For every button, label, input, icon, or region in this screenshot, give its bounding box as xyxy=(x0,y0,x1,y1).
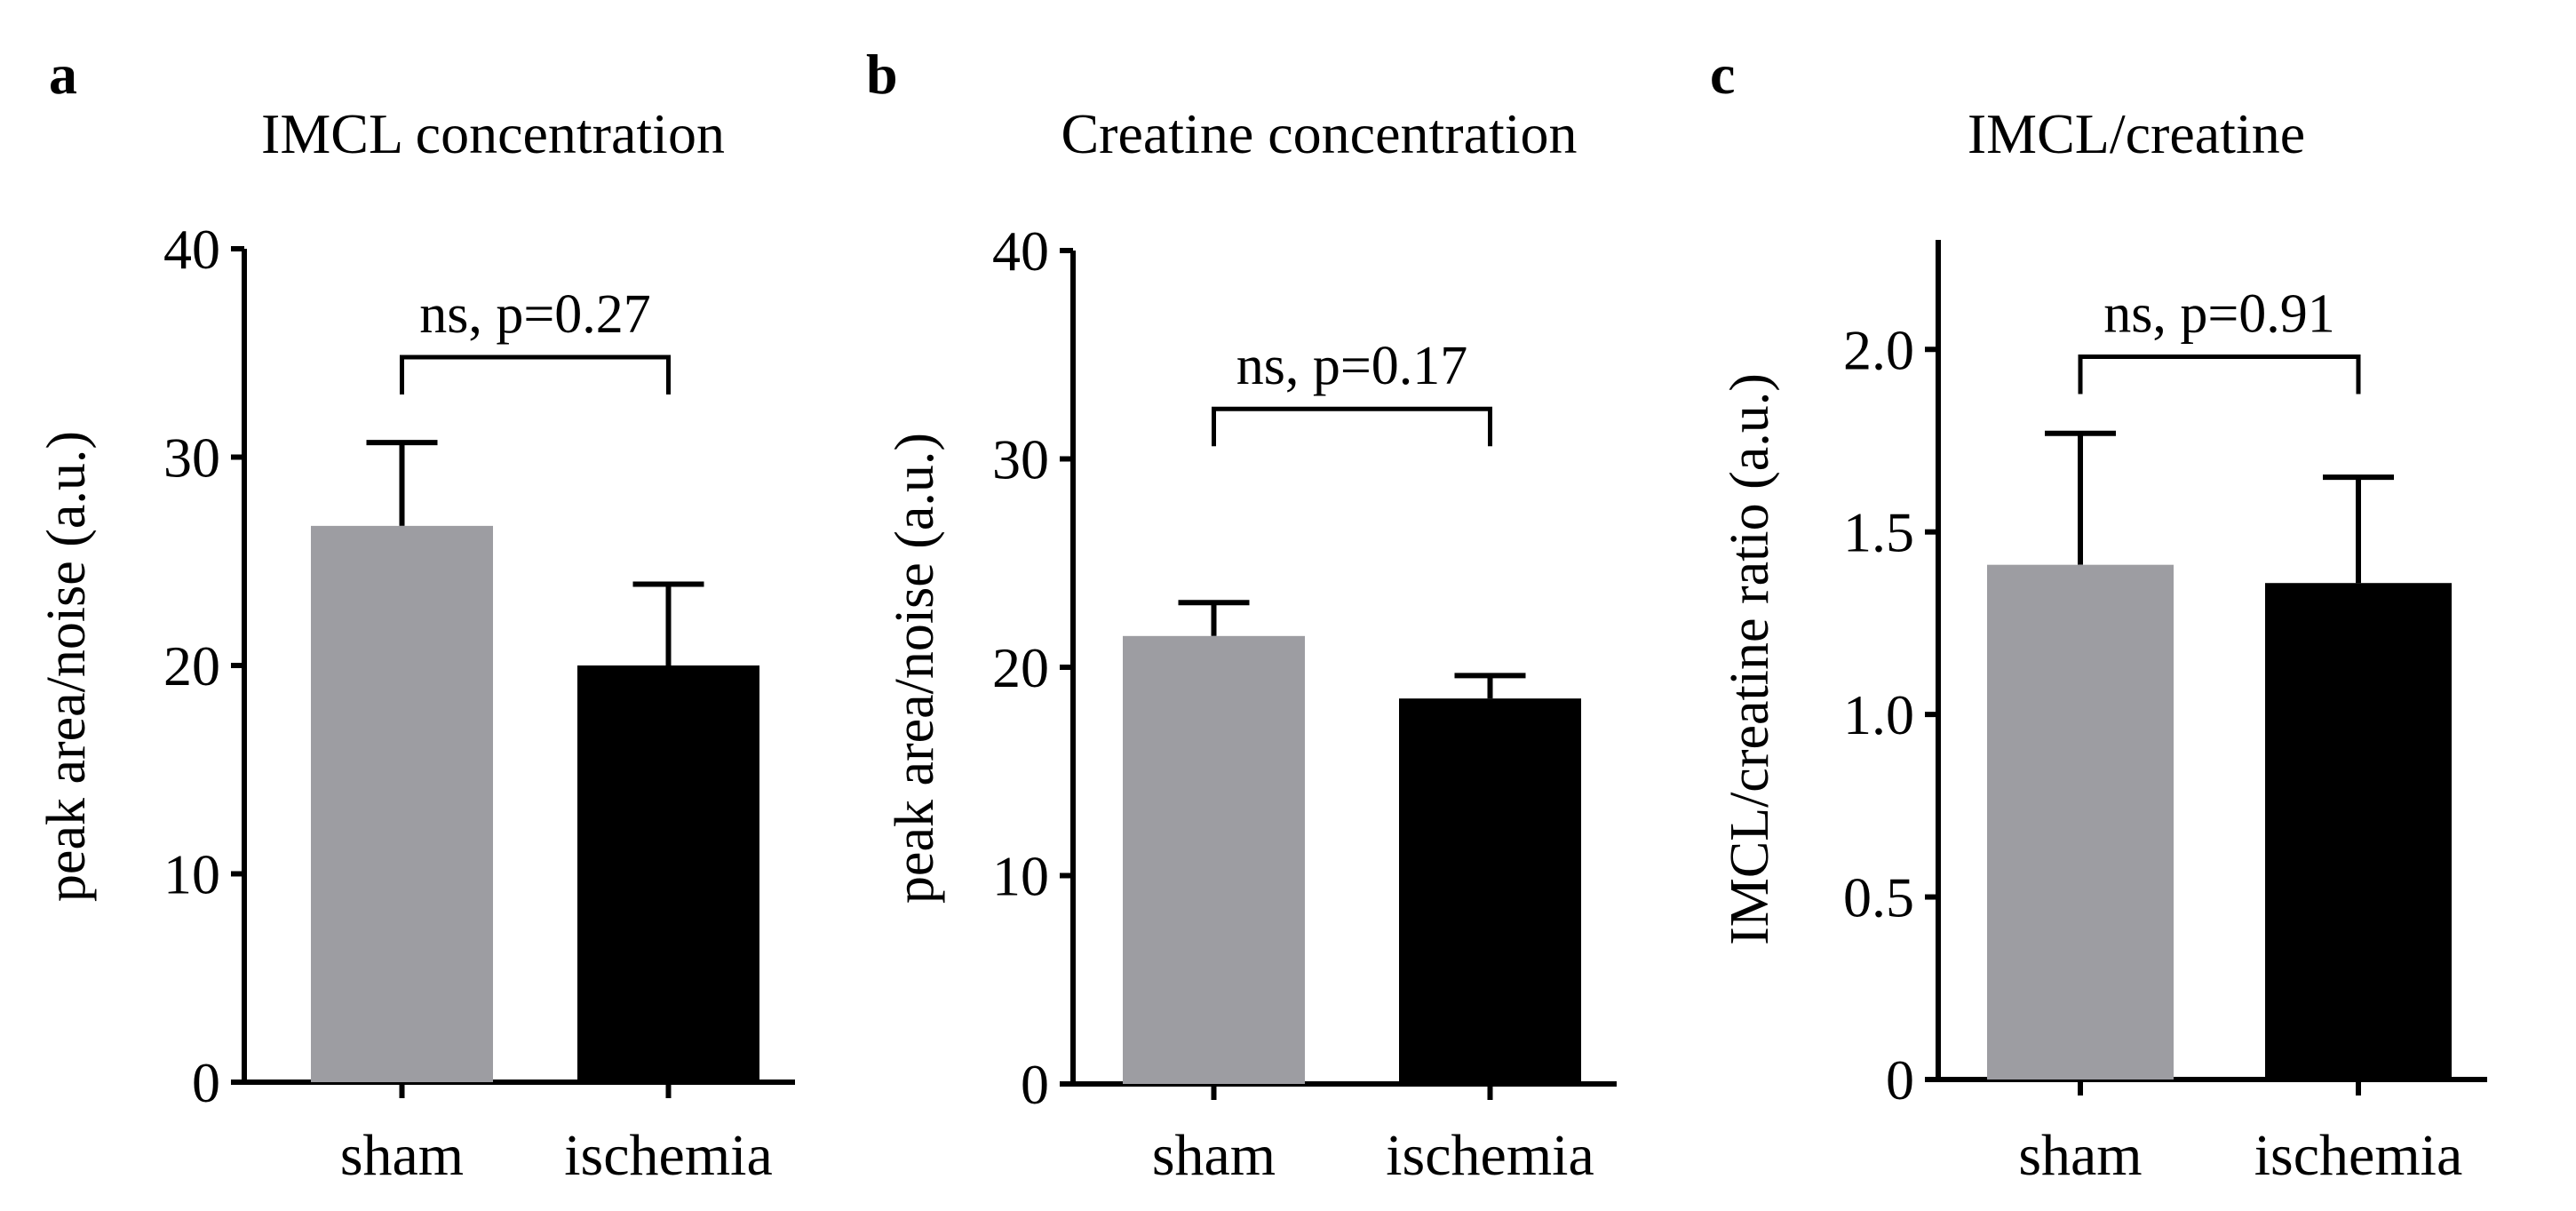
y-tick-label: 20 xyxy=(163,634,220,697)
x-tick-label-ischemia: ischemia xyxy=(564,1123,773,1188)
x-tick-label-ischemia: ischemia xyxy=(1386,1123,1594,1188)
panel-letter: a xyxy=(49,43,77,106)
bar-sham xyxy=(311,525,493,1082)
y-tick-label: 10 xyxy=(992,845,1049,908)
x-tick-label-ischemia: ischemia xyxy=(2254,1123,2463,1188)
significance-label: ns, p=0.17 xyxy=(1236,336,1468,396)
x-tick-label-sham: sham xyxy=(1152,1123,1276,1188)
significance-label: ns, p=0.27 xyxy=(419,284,651,345)
y-tick-label: 30 xyxy=(992,428,1049,491)
y-tick-label: 0.5 xyxy=(1843,866,1914,929)
x-tick-label-sham: sham xyxy=(340,1123,464,1188)
y-tick-label: 20 xyxy=(992,636,1049,699)
bar-ischemia xyxy=(1399,698,1581,1084)
chart-title: IMCL concentration xyxy=(261,102,725,165)
chart-title: Creatine concentration xyxy=(1061,102,1577,165)
y-tick-label: 1.0 xyxy=(1843,683,1914,746)
panel-letter: c xyxy=(1710,43,1735,106)
bar-sham xyxy=(1987,564,2174,1080)
y-tick-label: 0 xyxy=(192,1051,220,1114)
y-tick-label: 1.5 xyxy=(1843,501,1914,564)
bar-ischemia xyxy=(577,665,759,1082)
y-axis-label: peak area/noise (a.u.) xyxy=(885,433,945,904)
bar-sham xyxy=(1123,635,1305,1084)
y-tick-label: 10 xyxy=(163,843,220,906)
y-axis-label: IMCL/creatine ratio (a.u.) xyxy=(1720,373,1780,945)
y-tick-label: 0 xyxy=(1021,1053,1049,1116)
panel-c: c IMCL/creatine 0 0.5 1.0 1.5 2.0 IMCL/creatine… xyxy=(1710,43,2487,1188)
significance-bracket xyxy=(400,355,671,394)
significance-bracket xyxy=(2078,354,2361,394)
y-axis-label: peak area/noise (a.u.) xyxy=(36,431,97,902)
y-tick-label: 40 xyxy=(992,219,1049,283)
panel-a: a IMCL concentration 0 10 20 30 40 peak area/no… xyxy=(36,43,795,1188)
y-tick-label: 40 xyxy=(163,218,220,281)
chart-title: IMCL/creatine xyxy=(1968,102,2305,165)
significance-label: ns, p=0.91 xyxy=(2103,283,2335,344)
panel-b: b Creatine concentration 0 10 20 30 40 peak are… xyxy=(866,43,1617,1188)
panel-letter: b xyxy=(866,43,898,106)
y-tick-label: 30 xyxy=(163,426,220,490)
bar-ischemia xyxy=(2265,583,2452,1080)
y-tick-label: 0 xyxy=(1886,1048,1914,1111)
x-tick-label-sham: sham xyxy=(2018,1123,2142,1188)
significance-bracket xyxy=(1212,406,1492,447)
y-tick-label: 2.0 xyxy=(1843,318,1914,381)
